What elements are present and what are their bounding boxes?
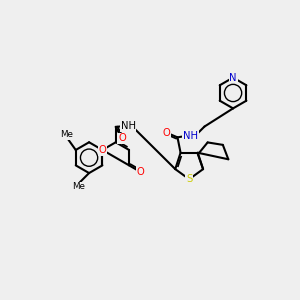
- Text: Me: Me: [72, 182, 85, 191]
- Text: S: S: [186, 174, 192, 184]
- Text: O: O: [98, 145, 106, 155]
- Text: N: N: [229, 73, 237, 82]
- Text: O: O: [136, 167, 144, 177]
- Text: Me: Me: [60, 130, 73, 139]
- Text: NH: NH: [121, 121, 136, 131]
- Text: O: O: [163, 128, 171, 138]
- Text: NH: NH: [183, 131, 198, 141]
- Text: O: O: [118, 134, 126, 143]
